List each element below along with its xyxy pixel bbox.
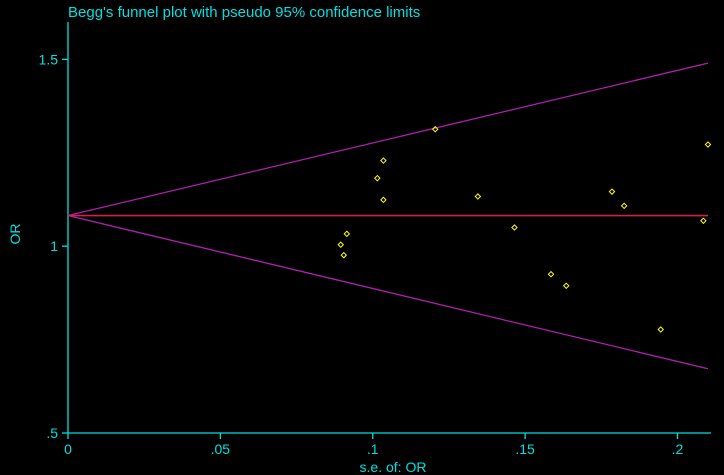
x-axis-label: s.e. of: OR	[360, 459, 427, 475]
x-tick-label: 0	[64, 441, 72, 457]
y-tick-label: 1	[50, 238, 58, 254]
study-point	[343, 230, 351, 238]
lower-confidence-limit-line	[67, 214, 709, 370]
study-point	[337, 241, 345, 248]
study-point	[511, 224, 518, 231]
study-point	[562, 282, 570, 290]
axes: .5 1 1.5 0 .05 .1 .15 .2	[39, 22, 711, 457]
chart-title: Begg's funnel plot with pseudo 95% confi…	[68, 4, 420, 21]
study-point	[547, 270, 555, 278]
upper-confidence-limit-line	[67, 62, 709, 217]
study-point	[431, 125, 439, 133]
study-point	[620, 202, 628, 210]
study-point	[380, 196, 387, 204]
y-tick-label: 1.5	[39, 51, 59, 67]
study-point	[657, 326, 665, 333]
y-tick-label: .5	[46, 425, 58, 441]
funnel-lines	[67, 62, 709, 370]
x-tick-label: .2	[672, 441, 684, 457]
x-tick-label: .05	[211, 441, 231, 457]
study-point	[340, 251, 348, 259]
study-point	[374, 174, 381, 182]
study-point	[380, 157, 387, 164]
x-tick-label: .15	[515, 441, 535, 457]
study-point	[700, 217, 707, 225]
x-tick-label: .1	[367, 441, 379, 457]
y-axis-label: OR	[7, 224, 23, 245]
study-point	[608, 188, 616, 195]
study-points	[337, 125, 712, 333]
study-point	[474, 193, 482, 200]
study-point	[704, 141, 712, 148]
